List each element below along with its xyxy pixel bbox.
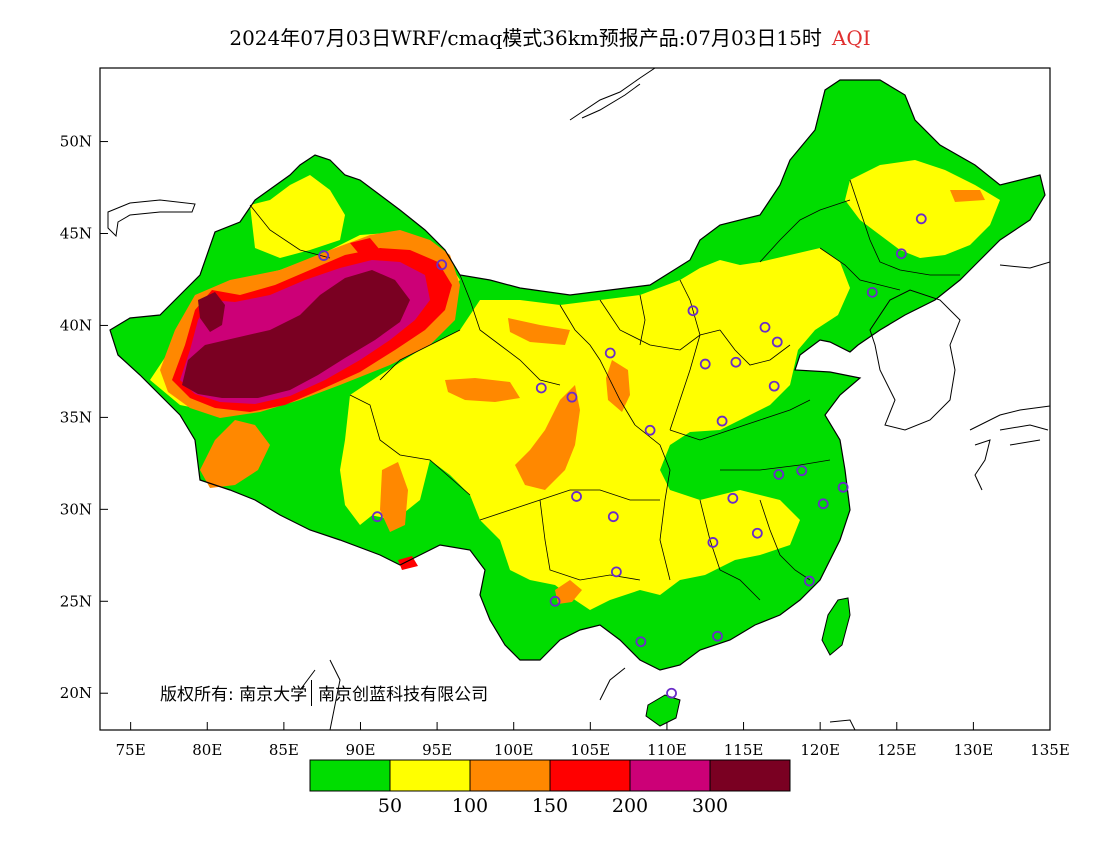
station-marker (535, 382, 547, 394)
legend-swatch (709, 759, 791, 792)
station-marker (837, 481, 849, 493)
y-tick-label: 50N (60, 133, 92, 151)
x-tick-label: 95E (422, 741, 452, 759)
y-tick-label: 35N (60, 408, 92, 426)
x-tick-label: 90E (345, 741, 375, 759)
station-marker (915, 213, 927, 225)
x-tick-label: 100E (494, 741, 534, 759)
legend-label: 100 (452, 795, 488, 817)
aqi-area-yellow-north (250, 175, 345, 258)
aqi-area-orange-northeast (950, 190, 985, 202)
hainan-border (645, 694, 681, 727)
x-tick-label: 120E (800, 741, 840, 759)
legend-label: 300 (692, 795, 728, 817)
station-marker (712, 630, 723, 642)
station-marker (687, 305, 699, 317)
station-marker (866, 286, 878, 298)
legend-swatch (629, 759, 711, 792)
aqi-area-orange-tibet (380, 462, 408, 532)
axis-ticks: 75E 80E 85E 90E 95E 100E 105E 110E 115E 120E 125E 1… (60, 133, 1070, 759)
aqi-area-red-north (350, 238, 380, 255)
legend-swatch (549, 759, 631, 792)
copyright-separator (311, 680, 313, 706)
hainan-island (646, 695, 680, 726)
legend-label: 50 (378, 795, 402, 817)
copyright-org-1: 南京大学 (239, 685, 308, 705)
station-marker (635, 636, 647, 648)
station-marker (759, 321, 771, 333)
station-marker (436, 259, 448, 271)
map-frame (99, 67, 1051, 731)
y-tick-label: 20N (60, 684, 92, 702)
x-tick-label: 130E (954, 741, 994, 759)
station-marker (699, 358, 711, 370)
neighbor-coastlines (107, 68, 1050, 730)
copyright-prefix: 版权所有: (160, 685, 234, 705)
station-marker (730, 356, 742, 368)
station-marker (371, 511, 383, 523)
station-marker (610, 566, 622, 578)
taiwan-island (822, 598, 850, 655)
title-metric: AQI (831, 26, 871, 50)
aqi-area-yellow-northeast (845, 160, 1000, 258)
station-marker (549, 595, 561, 607)
station-marker (604, 347, 616, 359)
y-tick-label: 30N (60, 500, 92, 518)
x-tick-label: 85E (269, 741, 299, 759)
aqi-area-yellow-central (340, 248, 850, 610)
y-tick-label: 45N (60, 225, 92, 243)
x-tick-label: 80E (192, 741, 222, 759)
aqi-area-orange-ningxia (508, 318, 570, 345)
station-marker (666, 687, 677, 699)
legend-label: 150 (532, 795, 568, 817)
legend-swatch (469, 759, 551, 792)
aqi-area-maroon-west (198, 292, 225, 332)
station-marker (707, 537, 719, 548)
station-marker (727, 492, 739, 504)
legend-swatch (389, 759, 471, 792)
x-tick-label: 125E (877, 741, 917, 759)
y-tick-label: 40N (60, 316, 92, 334)
station-marker (607, 511, 619, 523)
legend-swatch (309, 759, 391, 792)
x-tick-label: 75E (116, 741, 146, 759)
station-marker (716, 415, 728, 427)
station-marker (796, 465, 808, 477)
x-tick-label: 135E (1030, 741, 1070, 759)
map-layers (107, 68, 1050, 730)
aqi-area-orange-southwest (200, 420, 270, 488)
station-marker (318, 250, 330, 261)
legend-label: 200 (612, 795, 648, 817)
x-tick-label: 115E (724, 741, 764, 759)
station-marker (895, 248, 907, 260)
station-marker (751, 527, 763, 539)
y-tick-label: 25N (60, 592, 92, 610)
copyright-notice: 版权所有: 南京大学 南京创蓝科技有限公司 (160, 680, 488, 706)
aqi-area-red-south-tibet (398, 556, 418, 570)
station-marker (817, 498, 829, 510)
aqi-area-orange-shanxi (606, 360, 630, 412)
aqi-area-maroon-tarim (182, 270, 410, 398)
station-marker (773, 468, 785, 480)
map-title: 2024年07月03日WRF/cmaq模式36km预报产品:07月03日15时 A… (0, 22, 1100, 51)
aqi-area-orange-qinghai (445, 378, 520, 402)
station-markers (318, 213, 927, 699)
station-marker (571, 491, 582, 502)
china-border (109, 79, 1046, 671)
taiwan-border (821, 597, 851, 656)
aqi-legend: 50 100 150 200 300 (309, 759, 791, 817)
station-marker (771, 336, 783, 348)
station-marker (566, 391, 578, 403)
station-marker (804, 575, 815, 587)
station-marker (768, 380, 780, 392)
copyright-org-2: 南京创蓝科技有限公司 (318, 685, 489, 705)
title-text: 2024年07月03日WRF/cmaq模式36km预报产品:07月03日15时 (229, 26, 822, 50)
x-tick-label: 105E (571, 741, 611, 759)
aqi-area-orange-yunnan (555, 580, 582, 604)
x-tick-label: 110E (647, 741, 687, 759)
province-boundaries (249, 179, 960, 601)
aqi-area-orange-gansu (515, 385, 580, 490)
station-marker (644, 424, 656, 436)
